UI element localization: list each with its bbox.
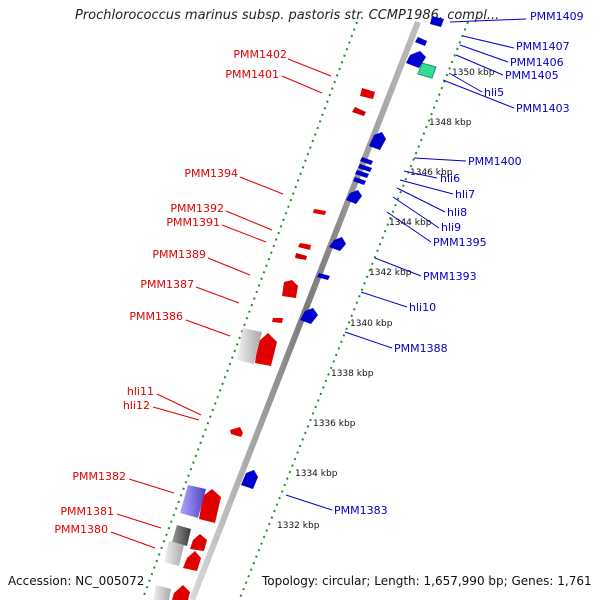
gene-gray-1380[interactable] bbox=[164, 541, 184, 566]
label-PMM1380[interactable]: PMM1380 bbox=[54, 523, 108, 536]
label-PMM1400[interactable]: PMM1400 bbox=[468, 155, 522, 168]
left-tick-track bbox=[142, 21, 358, 599]
gene-PMM1394[interactable] bbox=[313, 209, 326, 215]
kbp-1334: 1334 kbp bbox=[295, 469, 338, 479]
kbp-1348: 1348 kbp bbox=[429, 118, 472, 128]
gene-hli7[interactable] bbox=[358, 164, 372, 172]
label-hli12[interactable]: hli12 bbox=[123, 399, 150, 412]
label-hli10[interactable]: hli10 bbox=[409, 301, 436, 314]
gene-gray-1386[interactable] bbox=[237, 328, 262, 364]
gene-PMM1386[interactable] bbox=[255, 333, 277, 366]
label-PMM1382[interactable]: PMM1382 bbox=[72, 470, 126, 483]
gene-PMM1382[interactable] bbox=[199, 489, 221, 523]
label-PMM1391[interactable]: PMM1391 bbox=[166, 216, 220, 229]
gene-PMM1389[interactable] bbox=[282, 280, 298, 298]
gene-PMM1383[interactable] bbox=[241, 470, 258, 489]
gene-PMM1387[interactable] bbox=[272, 318, 283, 323]
label-PMM1388[interactable]: PMM1388 bbox=[394, 342, 448, 355]
gene-PMM1401[interactable] bbox=[352, 107, 366, 116]
kbp-1350: 1350 kbp bbox=[452, 68, 495, 78]
gene-PMM1380[interactable] bbox=[183, 551, 201, 571]
gene-gray-partial[interactable] bbox=[153, 585, 171, 600]
gene-hli6[interactable] bbox=[360, 157, 373, 165]
gene-partial[interactable] bbox=[172, 585, 190, 600]
genome-info-text: Topology: circular; Length: 1,657,990 bp… bbox=[262, 574, 592, 588]
left-leaders bbox=[110, 58, 332, 549]
label-hli8[interactable]: hli8 bbox=[447, 206, 467, 219]
map-title: Prochlorococcus marinus subsp. pastoris … bbox=[75, 8, 500, 23]
label-PMM1383[interactable]: PMM1383 bbox=[334, 504, 388, 517]
gene-PMM1388[interactable] bbox=[300, 308, 318, 324]
label-PMM1401[interactable]: PMM1401 bbox=[225, 68, 279, 81]
label-PMM1403[interactable]: PMM1403 bbox=[516, 102, 570, 115]
gene-purple-1382[interactable] bbox=[180, 485, 206, 518]
gene-PMM1409[interactable] bbox=[430, 16, 444, 27]
label-PMM1393[interactable]: PMM1393 bbox=[423, 270, 477, 283]
label-PMM1389[interactable]: PMM1389 bbox=[152, 248, 206, 261]
label-hli11[interactable]: hli11 bbox=[127, 385, 154, 398]
label-PMM1392[interactable]: PMM1392 bbox=[170, 202, 224, 215]
label-hli5[interactable]: hli5 bbox=[484, 86, 504, 99]
kbp-1338: 1338 kbp bbox=[331, 369, 374, 379]
gene-green-1403[interactable] bbox=[417, 62, 437, 79]
label-PMM1386[interactable]: PMM1386 bbox=[129, 310, 183, 323]
kbp-1340: 1340 kbp bbox=[350, 319, 393, 329]
gene-hli9[interactable] bbox=[353, 177, 366, 185]
right-leaders bbox=[285, 18, 527, 511]
right-tick-track bbox=[239, 21, 469, 599]
accession-text: Accession: NC_005072 bbox=[8, 574, 145, 588]
gene-PMM1400[interactable] bbox=[369, 132, 386, 150]
label-PMM1394[interactable]: PMM1394 bbox=[184, 167, 238, 180]
kbp-1346: 1346 kbp bbox=[410, 168, 453, 178]
kbp-ticks: 1332 kbp 1334 kbp 1336 kbp 1338 kbp 1340… bbox=[277, 68, 495, 531]
reverse-genes bbox=[241, 16, 444, 489]
gene-PMM1395[interactable] bbox=[346, 190, 362, 204]
label-hli6[interactable]: hli6 bbox=[440, 172, 460, 185]
gene-PMM1405[interactable] bbox=[406, 51, 426, 68]
gene-PMM1402[interactable] bbox=[360, 88, 375, 99]
gene-PMM1392[interactable] bbox=[298, 243, 311, 250]
left-gene-labels: PMM1402 PMM1401 PMM1394 PMM1392 PMM1391 … bbox=[54, 48, 287, 536]
kbp-1344: 1344 kbp bbox=[389, 218, 432, 228]
label-PMM1407[interactable]: PMM1407 bbox=[516, 40, 570, 53]
forward-genes bbox=[172, 88, 375, 600]
gene-hli11[interactable] bbox=[230, 427, 243, 437]
gene-darkgray-1381[interactable] bbox=[172, 525, 191, 546]
label-PMM1406[interactable]: PMM1406 bbox=[510, 56, 564, 69]
label-PMM1395[interactable]: PMM1395 bbox=[433, 236, 487, 249]
label-PMM1409[interactable]: PMM1409 bbox=[530, 10, 584, 23]
gene-hli8[interactable] bbox=[355, 170, 369, 178]
gene-hli10[interactable] bbox=[317, 273, 330, 280]
gene-PMM1381[interactable] bbox=[190, 534, 207, 551]
label-hli7[interactable]: hli7 bbox=[455, 188, 475, 201]
label-PMM1402[interactable]: PMM1402 bbox=[233, 48, 287, 61]
gene-PMM1391[interactable] bbox=[295, 253, 307, 260]
other-genes bbox=[153, 62, 437, 600]
gene-PMM1393[interactable] bbox=[329, 237, 346, 251]
kbp-1336: 1336 kbp bbox=[313, 419, 356, 429]
kbp-1332: 1332 kbp bbox=[277, 521, 320, 531]
right-gene-labels: PMM1409 PMM1407 PMM1406 PMM1405 hli5 PMM… bbox=[334, 10, 584, 517]
label-PMM1405[interactable]: PMM1405 bbox=[505, 69, 559, 82]
kbp-1342: 1342 kbp bbox=[369, 268, 412, 278]
label-PMM1387[interactable]: PMM1387 bbox=[140, 278, 194, 291]
label-hli9[interactable]: hli9 bbox=[441, 221, 461, 234]
label-PMM1381[interactable]: PMM1381 bbox=[60, 505, 114, 518]
gene-PMM1407[interactable] bbox=[415, 37, 427, 46]
